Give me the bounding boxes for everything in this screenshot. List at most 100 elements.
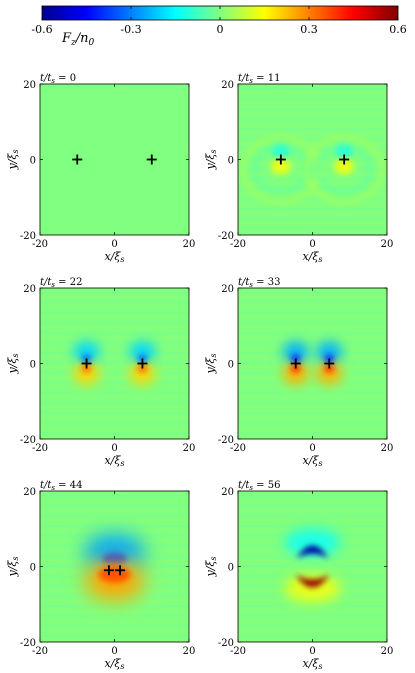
x-tick-label: 20 — [381, 646, 394, 657]
field-stripe — [40, 332, 189, 334]
field-stripe — [238, 427, 387, 429]
field-stripe — [238, 297, 387, 299]
field-stripe — [238, 198, 387, 200]
field-stripe — [238, 392, 387, 394]
x-axis-label: x/ξs — [302, 657, 322, 671]
positive-crescent — [295, 574, 330, 588]
heatmap-field — [238, 491, 387, 642]
positive-lobe — [282, 362, 309, 385]
axis-ticks — [39, 287, 190, 440]
field-stripe — [238, 625, 387, 627]
field-stripe — [40, 402, 189, 404]
field-stripe — [238, 143, 387, 145]
colorbar: -0.6 -0.3 0 0.3 0.6 Fz/n0 — [31, 5, 407, 48]
field-stripe — [238, 402, 387, 404]
field-stripe — [40, 302, 189, 304]
field-stripe — [238, 322, 387, 324]
field-stripe — [238, 317, 387, 319]
heatmap-panel: -20 0 20 -20 0 20 t/ts = 44 x/ξs y/ξs — [6, 480, 195, 671]
x-tick-label: -20 — [230, 443, 246, 454]
x-tick-label: 0 — [111, 239, 117, 250]
field-stripe — [238, 307, 387, 309]
y-tick-label: -20 — [20, 435, 36, 446]
x-tick-label: -20 — [32, 239, 48, 250]
field-stripe — [238, 342, 387, 344]
heatmap-field — [238, 84, 387, 235]
field-stripe — [40, 337, 189, 339]
field-stripe — [238, 495, 387, 497]
y-tick-label: 0 — [228, 360, 234, 371]
y-tick-label: 20 — [23, 284, 36, 295]
y-tick-label: 0 — [228, 156, 234, 167]
vortex-marker — [146, 154, 157, 165]
x-tick-label: -20 — [230, 239, 246, 250]
x-axis-label: x/ξs — [104, 657, 124, 671]
heatmap-field — [238, 288, 387, 439]
field-stripe — [238, 422, 387, 424]
field-stripe — [40, 505, 189, 507]
field-stripe — [40, 322, 189, 324]
panel-grid: -20 0 20 -20 0 20 t/ts = 0 x/ξs y/ξs -20 0 20 -20 0 20… — [6, 73, 393, 671]
field-stripe — [40, 610, 189, 612]
field-stripe — [238, 163, 387, 165]
field-stripe — [238, 312, 387, 314]
field-stripe — [238, 93, 387, 95]
vortex-marker — [115, 565, 126, 576]
y-tick-label: 20 — [221, 284, 234, 295]
field-stripe — [238, 635, 387, 637]
panel-title: t/ts = 0 — [40, 73, 76, 85]
y-tick-label: 20 — [23, 487, 36, 498]
field-stripe — [40, 620, 189, 622]
x-tick-label: 0 — [309, 646, 315, 657]
field-stripe — [238, 193, 387, 195]
y-axis-label: y/ξs — [204, 353, 218, 374]
field-stripe — [238, 407, 387, 409]
field-stripe — [238, 98, 387, 100]
heatmap-field — [40, 84, 189, 235]
field-stripe — [238, 515, 387, 517]
negative-lobe — [335, 144, 354, 159]
positive-lobe — [270, 158, 291, 175]
field-stripe — [40, 407, 189, 409]
axis-ticks — [39, 490, 190, 643]
field-background — [40, 84, 189, 235]
field-stripe — [238, 357, 387, 359]
x-tick-label: -20 — [32, 443, 48, 454]
colorbar-tick-label: 0.3 — [300, 23, 318, 36]
field-stripe — [238, 620, 387, 622]
colorbar-tick-label: 0 — [217, 23, 224, 36]
field-stripe — [40, 427, 189, 429]
field-stripe — [238, 412, 387, 414]
axis-ticks — [39, 83, 190, 236]
field-stripe — [238, 203, 387, 205]
x-tick-label: 20 — [183, 239, 196, 250]
field-stripe — [238, 103, 387, 105]
vortex-marker — [137, 358, 148, 369]
field-stripe — [40, 367, 189, 369]
field-stripe — [40, 615, 189, 617]
field-stripe — [238, 500, 387, 502]
field-stripe — [238, 417, 387, 419]
field-stripe — [238, 168, 387, 170]
axis-ticks — [237, 83, 388, 236]
colorbar-tick-label: 0.6 — [389, 23, 407, 36]
heatmap-panel: -20 0 20 -20 0 20 t/ts = 56 x/ξs y/ξs — [204, 480, 393, 671]
colorbar-tick-label: -0.6 — [31, 23, 52, 36]
field-stripe — [40, 357, 189, 359]
field-stripe — [238, 337, 387, 339]
y-tick-label: -20 — [218, 435, 234, 446]
field-stripe — [238, 382, 387, 384]
heatmap-field — [40, 491, 189, 642]
field-stripe — [40, 372, 189, 374]
heatmap-field — [40, 288, 189, 439]
field-stripe — [238, 347, 387, 349]
field-stripe — [40, 500, 189, 502]
y-tick-label: 20 — [221, 487, 234, 498]
field-stripe — [238, 178, 387, 180]
colorbar-ticks: -0.6 -0.3 0 0.3 0.6 — [31, 6, 407, 36]
y-axis-label: y/ξs — [204, 556, 218, 577]
field-stripe — [238, 510, 387, 512]
field-stripe — [238, 605, 387, 607]
negative-lobe — [129, 341, 156, 364]
panel-title: t/ts = 22 — [40, 277, 82, 289]
